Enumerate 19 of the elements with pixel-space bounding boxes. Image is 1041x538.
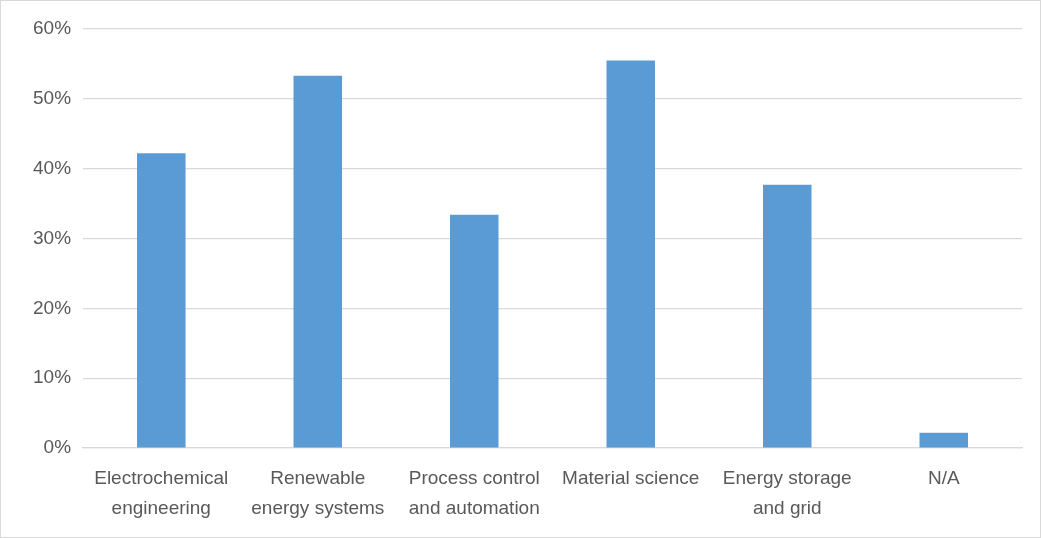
y-tick-label: 60% [33, 17, 72, 39]
y-tick-label: 0% [43, 436, 72, 458]
x-tick-label: Electrochemical engineering [94, 467, 229, 518]
x-tick-label: Renewable energy systems [251, 467, 385, 518]
y-tick-label: 20% [33, 296, 72, 318]
x-tick-label: N/A [927, 467, 960, 489]
bar [450, 214, 499, 448]
x-tick-label: Energy storage and grid [722, 467, 852, 518]
y-tick-label: 10% [33, 366, 72, 388]
bar [606, 60, 656, 448]
x-tick-label: Material science [562, 467, 700, 489]
bar [763, 184, 812, 448]
x-tick-label: Process control and automation [408, 467, 540, 518]
y-tick-label: 40% [33, 156, 72, 178]
bar [293, 75, 343, 448]
bar [137, 153, 186, 448]
y-tick-label: 50% [33, 87, 72, 109]
bar [919, 432, 969, 448]
y-tick-label: 30% [33, 226, 72, 248]
